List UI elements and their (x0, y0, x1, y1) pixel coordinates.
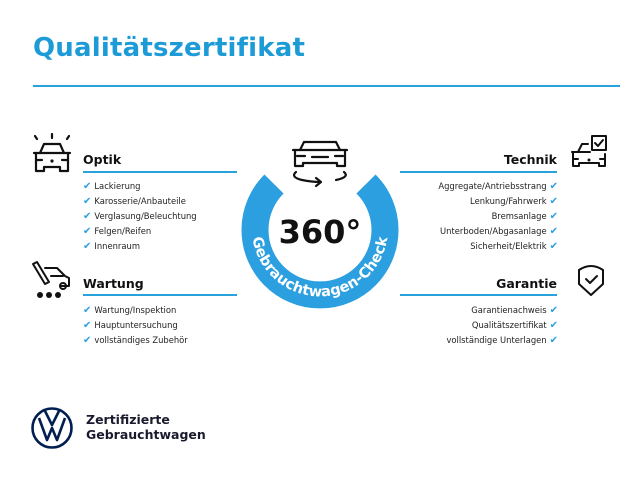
check-icon: ✔ (83, 226, 92, 237)
list-item: ✔ Lackierung (83, 181, 141, 192)
service-tools-icon (32, 261, 70, 298)
garantie-heading: Garantie (496, 276, 557, 291)
technik-list: Aggregate/Antriebsstrang ✔ Lenkung/Fahrwe… (438, 179, 558, 254)
car-lights-icon (32, 133, 72, 173)
list-item: vollständige Unterlagen ✔ (446, 335, 558, 346)
page-title: Qualitätszertifikat (33, 33, 306, 63)
list-item: ✔ vollständiges Zubehör (83, 335, 188, 346)
optik-heading: Optik (83, 152, 122, 167)
check-icon: ✔ (83, 196, 92, 207)
list-item: ✔ Karosserie/Anbauteile (83, 196, 186, 207)
list-item: ✔ Verglasung/Beleuchtung (83, 211, 197, 222)
technik-divider (400, 171, 557, 173)
value-360: 360° (279, 213, 362, 251)
check-icon: ✔ (549, 320, 558, 331)
list-item: ✔ Felgen/Reifen (83, 226, 152, 237)
check-icon: ✔ (549, 226, 558, 237)
title-divider (33, 85, 620, 87)
check-icon: ✔ (83, 320, 92, 331)
brand-line-2: Gebrauchtwagen (86, 427, 206, 442)
check-icon: ✔ (549, 305, 558, 316)
brand-line-1: Zertifizierte (86, 412, 170, 427)
list-item: ✔ Innenraum (83, 241, 140, 252)
car-rotate-icon (291, 140, 349, 188)
shield-check-icon (578, 265, 604, 296)
list-item: Unterboden/Abgasanlage ✔ (440, 226, 558, 237)
wartung-divider (83, 294, 237, 296)
optik-list: ✔ Lackierung ✔ Karosserie/Anbauteile ✔ Verg… (83, 179, 197, 254)
list-item: Aggregate/Antriebsstrang ✔ (438, 181, 558, 192)
list-item: Sicherheit/Elektrik ✔ (470, 241, 558, 252)
vw-logo (31, 407, 73, 449)
check-icon: ✔ (83, 211, 92, 222)
check-icon: ✔ (83, 181, 92, 192)
check-icon: ✔ (83, 305, 92, 316)
car-checklist-icon (571, 135, 607, 167)
brand-text: Zertifizierte Gebrauchtwagen (86, 412, 206, 442)
ring-arc (241, 174, 399, 309)
optik-divider (83, 171, 237, 173)
garantie-divider (400, 294, 557, 296)
wartung-list: ✔ Wartung/Inspektion ✔ Hauptuntersuchung ✔… (83, 303, 188, 348)
check-icon: ✔ (549, 335, 558, 346)
list-item: ✔ Hauptuntersuchung (83, 320, 178, 331)
wartung-heading: Wartung (83, 276, 144, 291)
check-icon: ✔ (83, 335, 92, 346)
check-icon: ✔ (549, 181, 558, 192)
list-item: ✔ Wartung/Inspektion (83, 305, 177, 316)
list-item: Lenkung/Fahrwerk ✔ (470, 196, 558, 207)
garantie-list: Garantienachweis ✔ Qualitätszertifikat ✔ v… (446, 303, 558, 348)
check-icon: ✔ (83, 241, 92, 252)
check-icon: ✔ (549, 241, 558, 252)
list-item: Garantienachweis ✔ (471, 305, 558, 316)
list-item: Qualitätszertifikat ✔ (471, 320, 558, 331)
list-item: Bremsanlage ✔ (491, 211, 558, 222)
check-icon: ✔ (549, 211, 558, 222)
technik-heading: Technik (503, 152, 557, 167)
check-icon: ✔ (549, 196, 558, 207)
